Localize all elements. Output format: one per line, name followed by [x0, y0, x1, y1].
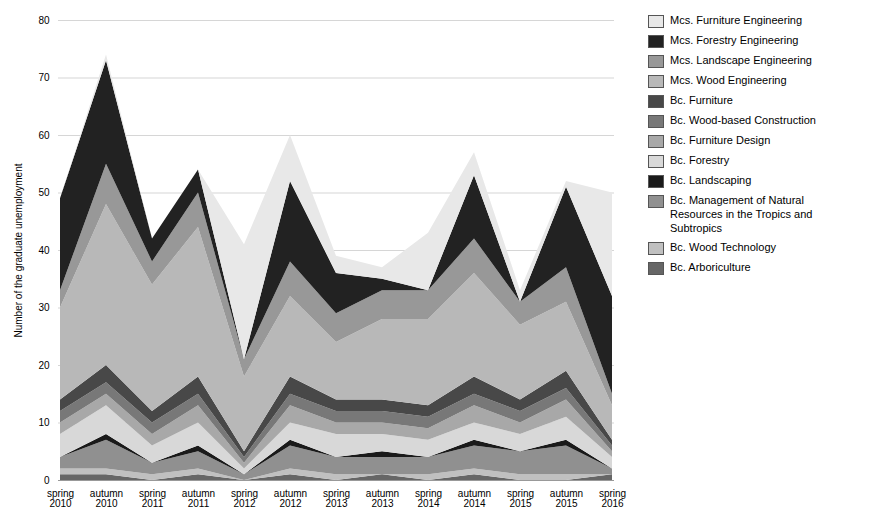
html-text:Mcs. Forestry Engineering: Mcs. Forestry Engineering — [670, 34, 799, 46]
html-text:Bc. Management of Natural Reso: Bc. Management of Natural Resources in t… — [670, 194, 813, 234]
svg-text:autumn2010: autumn2010 — [90, 488, 123, 509]
svg-text:spring2011: spring2011 — [139, 488, 166, 509]
html-text:Bc. Furniture: Bc. Furniture — [670, 94, 733, 106]
html-text:Bc. Landscaping: Bc. Landscaping — [670, 174, 752, 186]
svg-text:60: 60 — [38, 130, 50, 141]
svg-text:autumn2012: autumn2012 — [274, 488, 307, 509]
svg-text:80: 80 — [38, 15, 50, 26]
svg-text:spring2010: spring2010 — [47, 488, 74, 509]
svg-text:autumn2013: autumn2013 — [366, 488, 399, 509]
html-text:Bc. Wood Technology: Bc. Wood Technology — [670, 241, 776, 254]
svg-text:autumn2014: autumn2014 — [458, 488, 491, 509]
svg-text:20: 20 — [38, 360, 50, 371]
svg-text:autumn2015: autumn2015 — [550, 488, 583, 509]
svg-text:spring2012: spring2012 — [231, 488, 258, 509]
html-text:Bc. Forestry: Bc. Forestry — [670, 154, 730, 166]
html-text:Mcs. Furniture Engineering: Mcs. Furniture Engineering — [670, 14, 803, 26]
svg-text:40: 40 — [38, 245, 50, 256]
html-text:Bc. Arboriculture: Bc. Arboriculture — [670, 261, 751, 274]
svg-text:spring2016: spring2016 — [599, 488, 626, 509]
svg-text:spring2014: spring2014 — [415, 488, 442, 509]
svg-text:spring2015: spring2015 — [507, 488, 534, 509]
svg-text:50: 50 — [38, 187, 50, 198]
svg-text:70: 70 — [38, 72, 50, 83]
html-text:Bc. Wood-based Construction: Bc. Wood-based Construction — [670, 114, 816, 126]
html-text:Bc. Furniture Design: Bc. Furniture Design — [670, 134, 771, 146]
svg-text:10: 10 — [38, 417, 50, 428]
html-text:Mcs. Wood Engineering: Mcs. Wood Engineering — [670, 74, 787, 86]
svg-text:autumn2011: autumn2011 — [182, 488, 215, 509]
svg-text:spring2013: spring2013 — [323, 488, 350, 509]
svg-text:30: 30 — [38, 302, 50, 313]
svg-text:0: 0 — [44, 475, 50, 486]
html-text:Mcs. Landscape Engineering: Mcs. Landscape Engineering — [670, 54, 812, 66]
svg-text:Number of the graduate unemplo: Number of the graduate unemployment — [13, 163, 24, 337]
